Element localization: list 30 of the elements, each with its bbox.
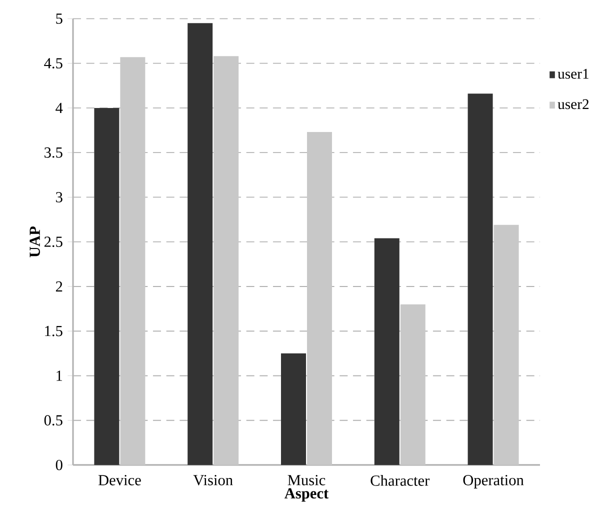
x-tick-label: Vision (193, 475, 233, 486)
y-tick-label: 3.5 (44, 147, 62, 158)
y-tick-label: 3 (56, 192, 62, 202)
bar (120, 57, 146, 465)
bar (374, 238, 400, 465)
x-tick-label: Device (98, 475, 141, 486)
legend-label: user1 (558, 68, 588, 79)
bar (468, 94, 493, 465)
y-tick-label: 2 (56, 281, 62, 292)
y-axis-title: UAP (30, 226, 40, 258)
y-tick-label: 5 (56, 14, 62, 24)
bar (494, 224, 519, 465)
legend-label: user2 (558, 99, 589, 110)
bar (188, 23, 213, 465)
y-tick-label: 0 (56, 460, 62, 470)
x-tick-label: Character (370, 475, 430, 486)
y-tick-label: 4 (56, 102, 63, 113)
x-axis-title: Aspect (284, 488, 329, 502)
bar (214, 56, 239, 465)
x-tick-label: Music (288, 475, 326, 486)
y-tick-label: 1 (56, 370, 62, 381)
bar (280, 353, 306, 465)
bar (400, 304, 426, 465)
y-tick-label: 4.5 (44, 58, 62, 68)
y-tick-label: 2.5 (44, 236, 62, 248)
x-tick-label: Operation (463, 475, 524, 488)
bar (307, 132, 332, 465)
bar (94, 108, 120, 465)
y-tick-label: 1.5 (45, 326, 62, 336)
y-tick-label: 0.5 (44, 415, 62, 426)
